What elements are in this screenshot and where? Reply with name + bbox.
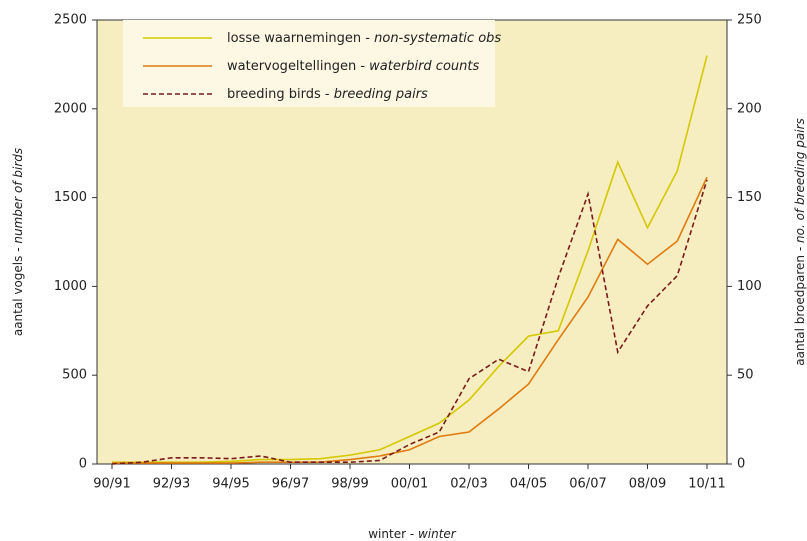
- y2-tick-label: 250: [737, 13, 762, 28]
- legend-label: losse waarnemingen - non-systematic obs: [227, 31, 501, 46]
- y2-tick-label: 0: [737, 457, 745, 472]
- y-axis-label: aantal vogels - number of birds: [11, 148, 25, 336]
- x-tick-label: 06/07: [569, 477, 606, 492]
- legend-box: [123, 20, 495, 107]
- series-line: [112, 55, 708, 464]
- y-tick-label: 1000: [54, 279, 87, 294]
- x-tick-label: 08/09: [629, 477, 666, 492]
- y2-tick-label: 50: [737, 368, 754, 383]
- y2-tick-label: 100: [737, 279, 762, 294]
- legend-label: watervogeltellingen - waterbird counts: [227, 59, 479, 74]
- y-tick-label: 1500: [54, 190, 87, 205]
- y2-tick-label: 150: [737, 190, 762, 205]
- y-tick-label: 2500: [54, 13, 87, 28]
- y2-axis-label: aantal broedparen - no. of breeding pair…: [793, 118, 807, 366]
- legend-label: breeding birds - breeding pairs: [227, 87, 428, 102]
- x-tick-label: 98/99: [331, 477, 368, 492]
- x-tick-label: 90/91: [93, 477, 130, 492]
- series-line: [111, 179, 708, 465]
- x-tick-label: 92/93: [153, 477, 190, 492]
- x-tick-label: 02/03: [450, 477, 487, 492]
- legend: losse waarnemingen - non-systematic obs w…: [123, 20, 501, 107]
- y-tick-label: 0: [79, 457, 87, 472]
- y-tick-label: 500: [62, 368, 87, 383]
- x-tick-label: 96/97: [272, 477, 309, 492]
- x-tick-label: 94/95: [212, 477, 249, 492]
- y-tick-label: 2000: [54, 101, 87, 116]
- x-axis-label: winter - winter: [368, 527, 457, 541]
- x-tick-label: 10/11: [688, 477, 725, 492]
- x-tick-label: 00/01: [391, 477, 428, 492]
- series-line: [112, 176, 708, 464]
- x-tick-label: 04/05: [510, 477, 547, 492]
- y2-tick-label: 200: [737, 101, 762, 116]
